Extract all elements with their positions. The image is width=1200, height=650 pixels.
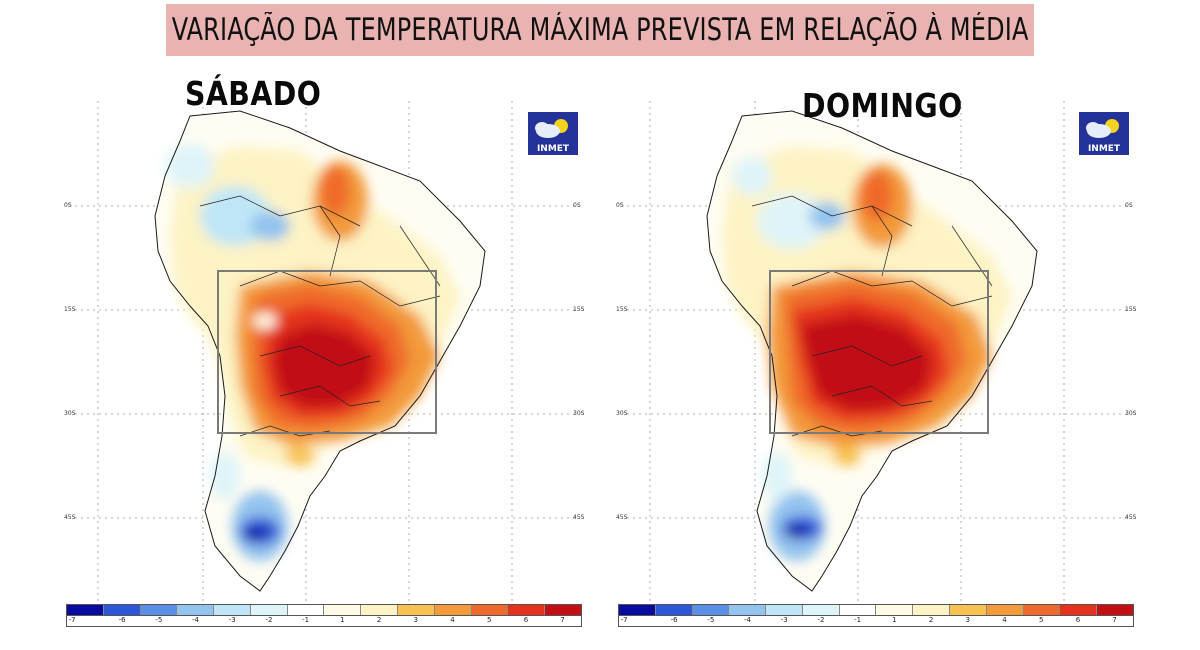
colorbar-tick-label: 3 [965, 616, 971, 624]
colorbar-swatch [177, 605, 215, 615]
title-banner: VARIAÇÃO DA TEMPERATURA MÁXIMA PREVISTA … [166, 4, 1034, 56]
colorbar-tick-label: 6 [1075, 616, 1081, 624]
cloud-sun-icon [1086, 119, 1119, 138]
colorbar-tick-label: 5 [486, 616, 492, 624]
colorbar-tick-label: -4 [744, 616, 751, 624]
colorbar-tick-label: -2 [265, 616, 273, 624]
colorbar-swatch [324, 605, 362, 615]
colorbar-swatch [67, 605, 104, 615]
map-panel-sunday: DOMINGO INMET 0S 15S 30S 45S 0S 15S 30S … [592, 56, 1152, 646]
colorbar-swatch [287, 605, 325, 615]
colorbar-tick-label: 6 [523, 616, 529, 624]
colorbar-tick-label: 7 [1112, 616, 1117, 624]
inmet-logo-icon: INMET [1079, 112, 1129, 155]
map-sunday [627, 101, 1127, 606]
colorbar-swatch [986, 605, 1024, 615]
colorbar-swatch [140, 605, 178, 615]
colorbar-swatch [1060, 605, 1098, 615]
colorbar-tick-label: -5 [155, 616, 163, 624]
colorbar-swatch [619, 605, 656, 615]
coastline [154, 110, 486, 592]
colorbar-tick-label: -4 [192, 616, 199, 624]
colorbar-tick-label: 2 [928, 616, 934, 624]
colorbar-tick-label: -1 [302, 616, 310, 624]
logo-label: INMET [536, 144, 570, 154]
map-saturday [75, 101, 575, 606]
colorbar-tick-label: 2 [376, 616, 382, 624]
lat-label-left: 0S [616, 202, 624, 209]
colorbar-swatch [802, 605, 840, 615]
day-label: DOMINGO [802, 86, 963, 125]
colorbar-swatch [214, 605, 251, 615]
colorbar-swatch [471, 605, 509, 615]
day-label: SÁBADO [185, 74, 322, 113]
colorbar-swatch [361, 605, 399, 615]
colorbar-tick-label: -7 [620, 616, 628, 624]
colorbar-tick-label: -1 [854, 616, 862, 624]
colorbar-tick-label: -6 [670, 616, 678, 624]
lat-label-left: 45S [616, 514, 628, 521]
logo-label: INMET [1087, 144, 1121, 154]
colorbar-swatch [103, 605, 141, 615]
colorbar-tick-label: -3 [780, 616, 788, 624]
colorbar-swatch [434, 605, 472, 615]
colorbar-tick-label: 4 [1002, 616, 1007, 624]
page-title: VARIAÇÃO DA TEMPERATURA MÁXIMA PREVISTA … [171, 12, 1029, 48]
coastline [706, 110, 1038, 592]
colorbar-tick-label: 5 [1038, 616, 1044, 624]
lat-label-left: 45S [64, 514, 76, 521]
colorbar-cells [66, 604, 582, 616]
lat-label-right: 45S [1125, 514, 1137, 521]
colorbar-tick-label: -3 [228, 616, 236, 624]
lat-label-left: 0S [64, 202, 72, 209]
colorbar-swatch [398, 605, 435, 615]
colorbar-swatch [839, 605, 877, 615]
temperature-field [722, 146, 1012, 561]
lat-label-left: 15S [64, 306, 76, 313]
focus-area-box [217, 270, 437, 434]
lat-label-right: 45S [573, 514, 585, 521]
colorbar-tick-label: -2 [817, 616, 825, 624]
lat-label-left: 30S [616, 410, 628, 417]
colorbar-swatch [913, 605, 951, 615]
colorbar-swatch [250, 605, 288, 615]
colorbar-swatch [692, 605, 730, 615]
inmet-logo-icon: INMET [528, 112, 578, 155]
lat-label-right: 15S [1125, 306, 1137, 313]
colorbar-ticks: -7 -6 -5 -4 -3 -2 -1 1 2 3 4 5 6 7 [618, 616, 1134, 627]
colorbar-tick-label: -6 [118, 616, 126, 624]
colorbar-tick-label: 3 [413, 616, 419, 624]
lat-label-right: 15S [573, 306, 585, 313]
colorbar-swatch [729, 605, 767, 615]
cloud-sun-icon [535, 119, 568, 138]
colorbar-swatch [1023, 605, 1061, 615]
colorbar-swatch [1097, 605, 1133, 615]
colorbar-swatch [766, 605, 803, 615]
focus-area-box [769, 270, 989, 434]
colorbar-sunday: -7 -6 -5 -4 -3 -2 -1 1 2 3 4 5 6 7 [618, 604, 1134, 627]
colorbar-tick-label: 1 [892, 616, 897, 624]
lat-label-left: 30S [64, 410, 76, 417]
colorbar-swatch [655, 605, 693, 615]
map-panel-saturday: SÁBADO INMET 0S 15S 30S 45S 0S 15S 30S 4… [40, 56, 600, 646]
colorbar-swatch [545, 605, 581, 615]
colorbar-cells [618, 604, 1134, 616]
temperature-field [165, 144, 460, 561]
colorbar-tick-label: -5 [707, 616, 715, 624]
lat-label-left: 15S [616, 306, 628, 313]
colorbar-saturday: -7 -6 -5 -4 -3 -2 -1 1 2 3 4 5 6 7 [66, 604, 582, 627]
colorbar-tick-label: 1 [340, 616, 345, 624]
lat-label-right: 30S [1125, 410, 1137, 417]
lat-label-right: 0S [1125, 202, 1133, 209]
colorbar-swatch [876, 605, 914, 615]
colorbar-ticks: -7 -6 -5 -4 -3 -2 -1 1 2 3 4 5 6 7 [66, 616, 582, 627]
colorbar-swatch [508, 605, 546, 615]
colorbar-swatch [950, 605, 987, 615]
lat-label-right: 30S [573, 410, 585, 417]
lat-label-right: 0S [573, 202, 581, 209]
colorbar-tick-label: 7 [560, 616, 565, 624]
colorbar-tick-label: -7 [68, 616, 76, 624]
colorbar-tick-label: 4 [450, 616, 455, 624]
